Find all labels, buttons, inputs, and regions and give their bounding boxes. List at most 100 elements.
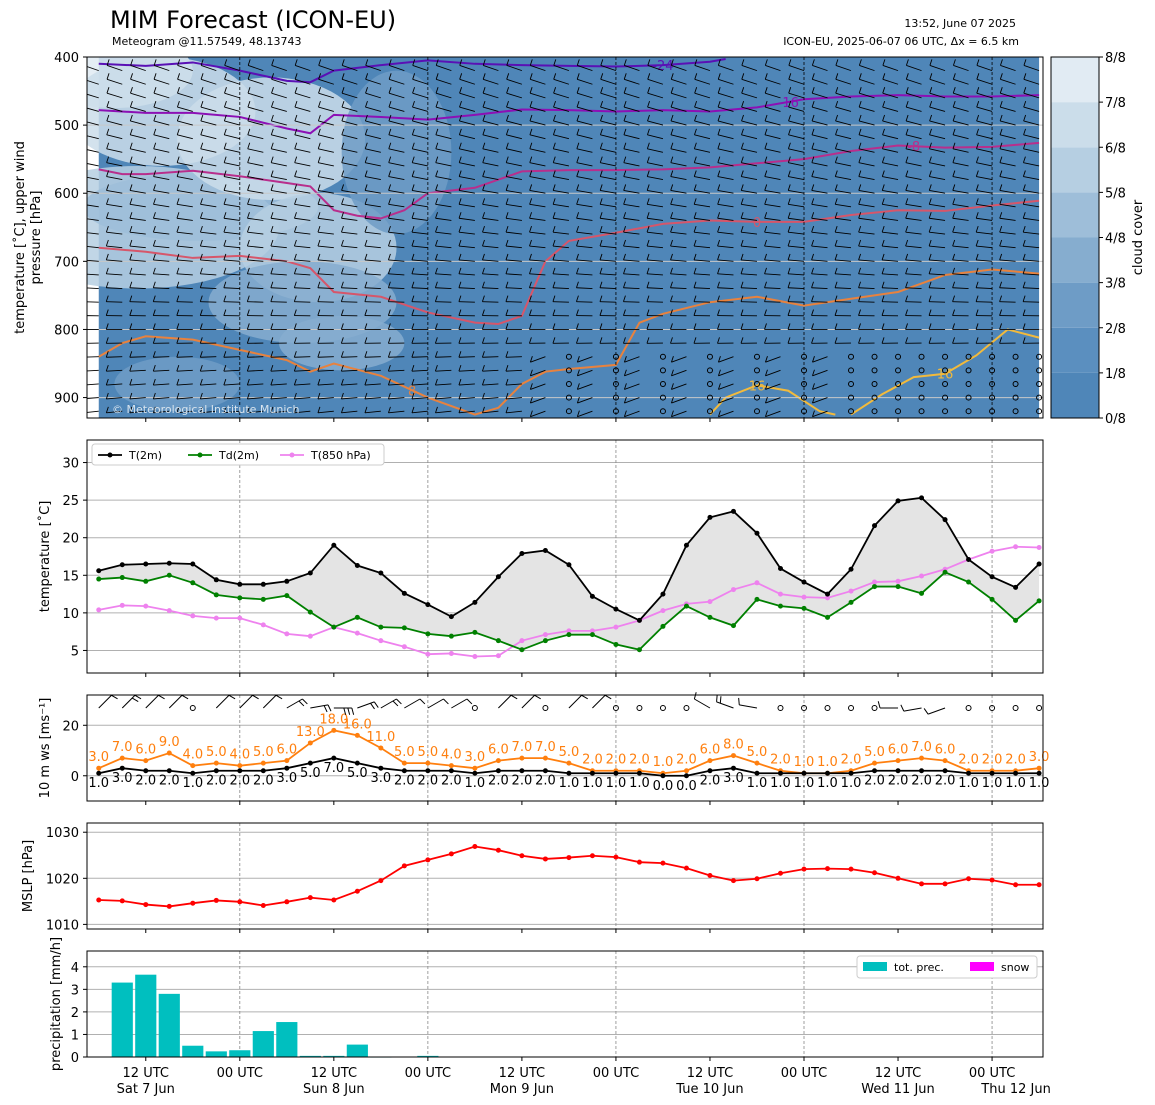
- barb-feather: [1001, 46, 1003, 52]
- barb-shaft: [451, 698, 468, 709]
- barb-shaft: [106, 356, 123, 358]
- isotherm-label: -16: [778, 96, 799, 111]
- barb-feather: [670, 212, 674, 219]
- data-point-wind: [143, 768, 149, 774]
- barb-shaft: [98, 694, 112, 709]
- barb-feather: [529, 356, 533, 363]
- barb-feather: [506, 100, 509, 108]
- barb-shaft: [553, 148, 570, 153]
- barb-feather: [483, 46, 485, 52]
- barb-shaft: [811, 217, 828, 221]
- barb-shaft: [670, 273, 687, 276]
- barb-feather: [576, 73, 580, 80]
- barb-shaft: [411, 369, 428, 372]
- barb-shaft: [411, 383, 428, 386]
- barb-shaft: [811, 190, 828, 194]
- barb-feather: [858, 128, 862, 136]
- barb-shaft: [106, 64, 123, 72]
- data-point-gust: [730, 753, 736, 759]
- barb-shaft: [779, 57, 781, 58]
- barb-feather: [270, 198, 274, 205]
- barb-feather: [764, 87, 768, 94]
- barb-shaft: [638, 57, 640, 58]
- barb-feather: [600, 73, 604, 80]
- barb-feather: [528, 309, 532, 316]
- barb-shaft: [740, 301, 757, 303]
- barb-feather: [105, 309, 109, 316]
- barb-shaft: [271, 92, 287, 99]
- barb-feather: [764, 267, 767, 274]
- barb-shaft: [483, 64, 499, 72]
- calm-circle: [565, 353, 572, 360]
- barb-shaft: [153, 383, 170, 386]
- barb-feather: [294, 114, 298, 122]
- barb-feather: [364, 198, 368, 205]
- barb-shaft: [671, 397, 687, 404]
- barb-feather: [317, 156, 321, 163]
- barb-feather: [718, 396, 721, 404]
- barb-shaft: [600, 217, 616, 221]
- barb-feather: [388, 226, 391, 233]
- barb-shaft: [671, 356, 687, 363]
- barb-feather: [435, 73, 439, 80]
- barb-feather: [670, 309, 673, 316]
- barb-shaft: [1023, 148, 1040, 153]
- barb-shaft: [670, 162, 687, 167]
- barb-feather: [270, 267, 274, 274]
- barb-feather: [505, 378, 509, 386]
- data-point-td2m: [143, 578, 149, 584]
- barb-shaft: [247, 397, 264, 400]
- barb-feather: [975, 323, 979, 330]
- barb-shaft: [1023, 301, 1040, 303]
- barb-feather: [153, 156, 157, 163]
- isotherm-label: -8: [907, 140, 920, 155]
- barb-feather: [952, 170, 956, 177]
- barb-feather: [576, 142, 580, 149]
- barb-feather: [83, 212, 85, 218]
- barb-feather: [905, 323, 908, 330]
- barb-feather: [975, 184, 979, 191]
- barb-shaft: [271, 134, 287, 140]
- data-label-wind: 3.0: [112, 771, 133, 786]
- barb-shaft: [520, 57, 522, 58]
- barb-shaft: [223, 356, 240, 358]
- barb-shaft: [341, 78, 358, 85]
- barb-shaft: [999, 134, 1016, 140]
- barb-shaft: [999, 301, 1016, 303]
- barb-feather: [881, 253, 885, 261]
- barb-shaft: [247, 203, 264, 208]
- barb-shaft: [505, 356, 522, 358]
- barb-feather: [623, 309, 626, 316]
- barb-feather: [881, 239, 885, 247]
- barb-feather: [834, 142, 838, 149]
- barb-shaft: [97, 57, 99, 58]
- barb-shaft: [717, 106, 734, 112]
- barb-feather: [505, 351, 509, 358]
- barb-feather: [365, 73, 369, 80]
- barb-feather: [458, 226, 462, 233]
- barb-feather: [764, 128, 768, 136]
- barb-feather: [435, 406, 438, 414]
- barb-shaft: [341, 92, 358, 99]
- barb-feather: [83, 171, 85, 177]
- barb-feather: [599, 184, 603, 191]
- barb-shaft: [458, 231, 475, 235]
- barb-feather: [181, 694, 189, 700]
- data-point-t850: [589, 628, 595, 634]
- barb-feather: [1022, 184, 1026, 191]
- barb-feather: [623, 73, 627, 80]
- barb-shaft: [646, 273, 663, 276]
- barb-shaft: [577, 397, 593, 404]
- barb-feather: [106, 73, 110, 80]
- barb-feather: [317, 128, 321, 136]
- barb-shaft: [882, 273, 899, 276]
- barb-shaft: [129, 410, 146, 414]
- barb-feather: [223, 267, 227, 274]
- barb-feather: [905, 212, 909, 219]
- barb-feather: [717, 212, 721, 219]
- barb-shaft: [905, 176, 922, 181]
- barb-shaft: [718, 383, 734, 390]
- barb-shaft: [483, 78, 499, 85]
- barb-feather: [881, 184, 885, 191]
- barb-feather: [529, 142, 533, 149]
